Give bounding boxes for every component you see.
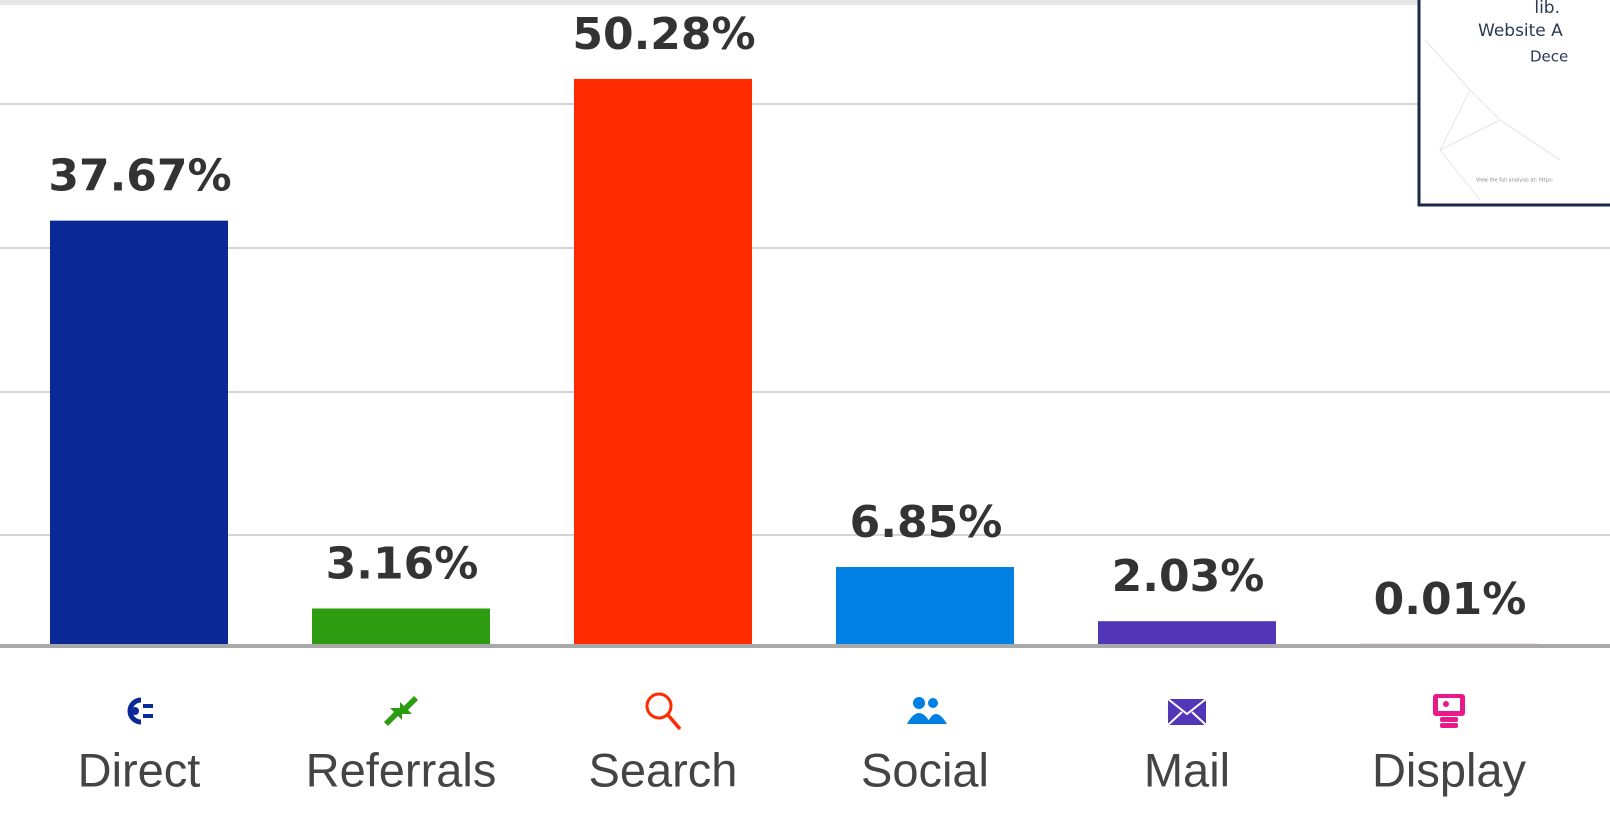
bar <box>836 567 1014 644</box>
value-label: 2.03% <box>1112 551 1265 602</box>
inset-text: View the full analysis at: https: <box>1476 178 1554 184</box>
category-icon <box>647 694 680 729</box>
icon <box>1440 723 1458 728</box>
value-label: 6.85% <box>850 497 1003 548</box>
inset-text: lib. <box>1534 0 1560 18</box>
value-label: 37.67% <box>48 151 231 202</box>
inset-text: Website A <box>1478 21 1563 41</box>
icon <box>1440 717 1458 722</box>
value-label: 3.16% <box>326 538 479 589</box>
x-tick-label: Social <box>861 743 989 796</box>
x-tick-label: Referrals <box>306 743 497 796</box>
bar <box>50 221 228 644</box>
category-icon <box>907 697 947 724</box>
icon <box>384 708 402 726</box>
bar <box>1098 621 1276 644</box>
icon <box>907 713 947 724</box>
category-icon <box>1433 694 1465 728</box>
category-icon <box>130 700 153 722</box>
bar <box>574 79 752 644</box>
bar <box>312 608 490 644</box>
icon <box>928 698 938 708</box>
icon <box>131 707 139 715</box>
inset-text: Dece <box>1530 48 1568 66</box>
icon <box>913 697 925 709</box>
value-label: 0.01% <box>1374 574 1527 625</box>
category-icon <box>1168 699 1206 725</box>
icon <box>647 694 671 718</box>
icon <box>1443 701 1449 707</box>
x-tick-label: Mail <box>1144 743 1230 796</box>
value-label: 50.28% <box>572 9 755 60</box>
category-icon <box>384 696 418 726</box>
icon <box>143 706 153 716</box>
x-tick-label: Search <box>589 743 738 796</box>
page: lib. Website A Dece View the full analys… <box>0 0 1610 822</box>
icon <box>1438 698 1460 711</box>
chart: lib. Website A Dece View the full analys… <box>0 0 1610 822</box>
x-tick-label: Direct <box>78 743 201 796</box>
icon <box>668 715 680 729</box>
top-strip <box>0 0 1610 5</box>
inset: lib. Website A Dece View the full analys… <box>1419 0 1610 205</box>
icon <box>400 696 418 714</box>
x-tick-label: Display <box>1372 743 1527 796</box>
